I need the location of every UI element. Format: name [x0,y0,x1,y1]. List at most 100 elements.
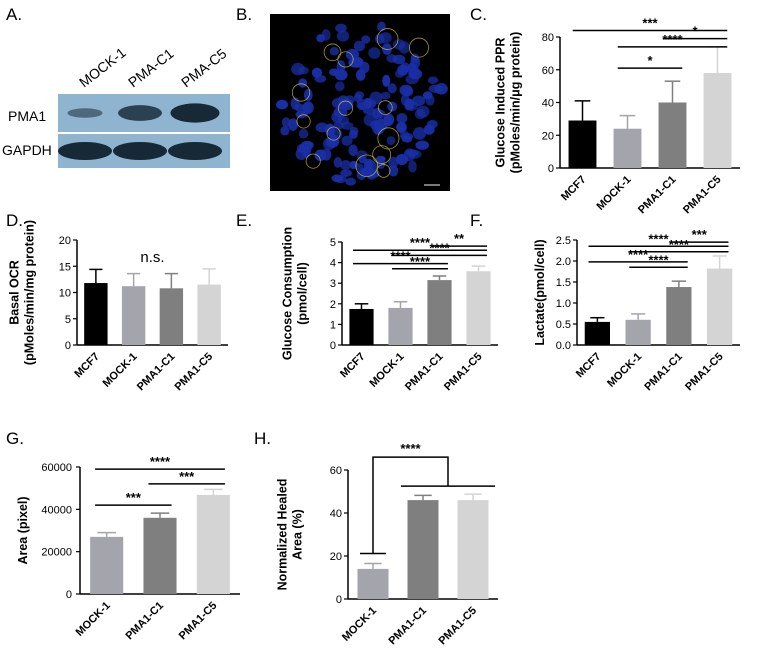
category-label-pma1-c5: PMA1-C5 [177,600,220,643]
membrane-signal [291,83,311,102]
band-pma1-pma-c1 [118,105,162,121]
significance-label: *** [126,490,142,505]
significance-label: *** [642,15,658,30]
panel-label-a: A. [6,5,22,24]
nucleus [396,113,408,124]
chart-f: 0.0 0.5 1.0 1.5 2.0 2.5 Lactate(pmol/cell) MCF7… [533,227,740,393]
chart-e: 0 1 2 3 4 5 Glucose Consumption (pmol/cell) MCF7… [281,227,498,394]
nucleus [428,84,443,93]
bar-pma1-c1 [427,280,452,345]
nucleus [339,160,352,170]
bar-mock-1 [90,536,124,594]
panel-label-d: D. [6,211,23,230]
nucleus [407,63,419,76]
nucleus [368,47,381,59]
nucleus [288,118,299,131]
nucleus [334,175,347,184]
category-label-pma1-c1: PMA1-C1 [636,174,679,217]
membrane-signal [355,154,378,177]
nucleus [334,69,348,81]
nucleus [321,29,331,41]
lane-label-mock-1: MOCK-1 [76,44,129,90]
y-tick-label: 0.5 [556,319,571,331]
category-label-pma1-c1: PMA1-C1 [403,351,446,394]
nucleus [322,137,335,151]
nucleus [353,40,365,52]
nucleus [393,39,406,50]
nucleus [369,91,383,105]
nucleus [335,23,347,33]
y-tick-label: 0 [65,340,71,352]
bar-pma1-c5 [197,284,221,345]
membrane-signal [377,100,393,115]
panel-label-e: E. [236,211,252,230]
y-tick-label: 80 [542,32,554,44]
significance-label: **** [410,254,431,269]
nucleus [426,119,438,129]
nucleus [386,136,396,146]
nucleus [394,69,405,78]
nucleus [335,81,345,92]
membrane-signal [323,43,342,62]
nucleus [376,109,386,119]
y-tick-label: 4 [330,258,336,270]
nucleus [341,121,354,130]
nucleus [340,169,353,177]
y-tick-label: 20 [542,130,554,142]
y-tick-label: 60 [330,465,342,477]
y-tick-label: 10 [59,288,71,300]
scale-bar [424,184,440,186]
bar-pma1-c5 [706,268,733,345]
y-tick-label: 2 [330,299,336,311]
y-axis-title: (pMoles/min/mg protein) [23,220,37,365]
y-tick-label: 0 [336,594,342,606]
nucleus [396,121,407,133]
band-pma1-mock-1 [67,108,103,118]
membrane-signal [305,153,321,169]
category-label-mcf7: MCF7 [559,174,589,204]
nucleus [291,62,305,76]
panel-label-g: G. [6,429,24,448]
membrane-signal [296,114,311,129]
category-label-pma1-c1: PMA1-C1 [135,351,178,394]
nucleus [298,128,309,139]
significance-bracket [360,456,495,555]
membrane-signal [409,37,429,58]
y-tick-label: 20 [59,235,71,247]
significance-label: **** [628,247,649,262]
category-label-pma1-c5: PMA1-C5 [436,605,479,648]
y-tick-label: 15 [59,261,71,273]
membrane-signal [376,164,391,178]
bar-pma1-c1 [143,517,177,594]
bar-pma1-c1 [407,500,439,599]
bar-mock-1 [121,286,146,345]
category-label-pma1-c5: PMA1-C5 [442,351,485,394]
chart-d: 0 5 10 15 20 Basal OCR (pMoles/min/mg protein)… [8,220,228,394]
y-tick-label: 5 [65,314,71,326]
category-label-mcf7: MCF7 [72,351,102,381]
y-axis-title: (pMoles/min/μg protein) [509,32,523,174]
category-label-mock-1: MOCK-1 [367,351,406,390]
band-gapdh-pma-c5 [168,142,222,160]
nucleus [382,43,392,55]
nucleus [345,177,357,186]
significance-label: ** [454,231,465,246]
western-blot: MOCK-1 PMA-C1 PMA-C5 PMA1 GAPDH [2,44,230,168]
y-axis-title: Basal OCR [8,260,22,325]
category-label-mcf7: MCF7 [338,351,368,381]
y-tick-label: 1 [330,319,336,331]
nucleus [422,91,433,100]
nucleus [281,117,291,128]
nucleus [427,76,439,84]
category-label-mock-1: MOCK-1 [340,605,379,644]
y-tick-label: 40 [542,98,554,110]
significance-label: **** [669,237,690,252]
bar-pma1-c5 [457,500,489,599]
band-gapdh-pma-c1 [113,142,167,160]
nucleus [301,145,311,158]
nucleus [388,165,399,177]
chart-g: 0 20000 40000 60000 Area (pixel) MOCK-1 PMA1-C… [16,454,240,642]
y-tick-label: 60000 [41,462,72,474]
